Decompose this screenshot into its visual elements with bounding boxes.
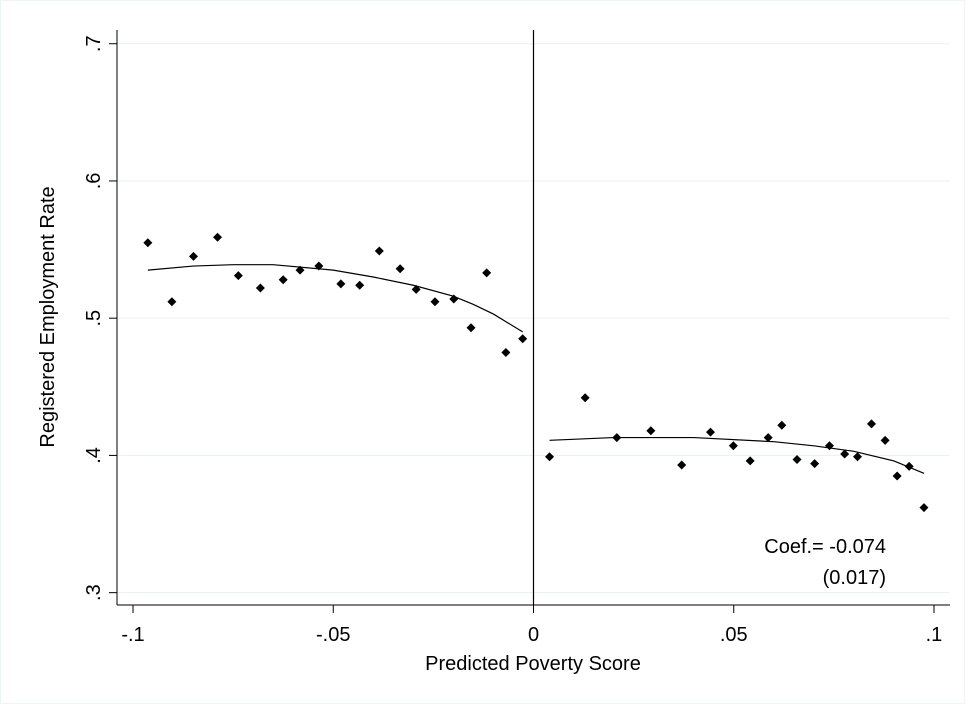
x-tick-label: -.05 — [316, 624, 350, 646]
fit-line — [147, 264, 523, 333]
point — [466, 323, 476, 333]
x-axis-label: Predicted Poverty Score — [425, 653, 641, 675]
point — [706, 427, 716, 437]
point — [213, 232, 223, 242]
annotation: Coef.= -0.074 — [764, 536, 886, 558]
point — [919, 503, 929, 513]
point — [867, 419, 877, 429]
point — [763, 433, 773, 443]
y-tick-label: .4 — [83, 447, 105, 464]
point — [255, 283, 265, 293]
point — [374, 246, 384, 256]
annotation: (0.017) — [823, 567, 886, 589]
fit-line — [549, 436, 925, 474]
point — [677, 460, 687, 470]
point — [336, 279, 346, 289]
point — [518, 334, 528, 344]
point — [852, 452, 862, 462]
y-axis-label: Registered Employment Rate — [37, 186, 59, 447]
x-tick-label: -.1 — [121, 624, 144, 646]
point — [501, 347, 511, 357]
point — [545, 452, 555, 462]
y-tick-label: .5 — [83, 310, 105, 327]
point — [188, 251, 198, 261]
y-tick-label: .7 — [83, 35, 105, 52]
x-tick-label: 0 — [528, 624, 539, 646]
point — [892, 471, 902, 481]
point — [167, 297, 177, 307]
point — [880, 435, 890, 445]
point — [355, 280, 365, 290]
point — [278, 275, 288, 285]
point — [728, 441, 738, 451]
point — [143, 238, 153, 248]
y-tick-label: .6 — [83, 173, 105, 190]
point — [810, 459, 820, 469]
point — [840, 449, 850, 459]
point — [777, 420, 787, 430]
point — [745, 456, 755, 466]
point — [580, 393, 590, 403]
x-tick-label: .1 — [926, 624, 943, 646]
point — [792, 455, 802, 465]
point — [233, 271, 243, 281]
point — [395, 264, 405, 274]
x-tick-label: .05 — [720, 624, 748, 646]
point — [646, 426, 656, 436]
point — [430, 297, 440, 307]
point — [482, 268, 492, 278]
y-tick-label: .3 — [83, 584, 105, 601]
